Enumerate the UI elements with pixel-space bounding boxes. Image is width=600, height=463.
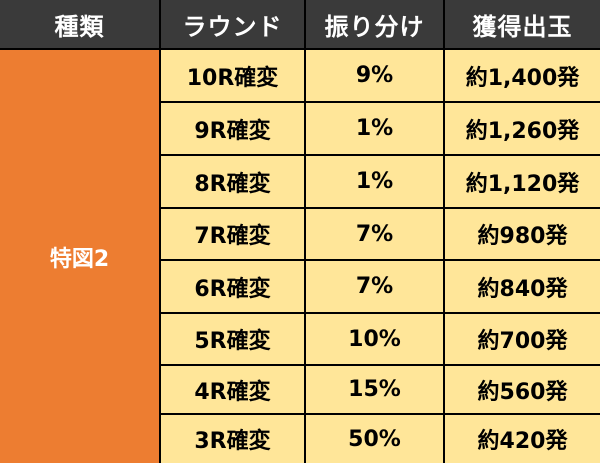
table-cell-ratio: 10% bbox=[306, 314, 443, 364]
header-type: 種類 bbox=[0, 0, 159, 48]
table-cell-payout: 約1,120発 bbox=[445, 156, 600, 207]
table-cell-payout: 約840発 bbox=[445, 261, 600, 312]
table-cell-round: 10R確変 bbox=[161, 50, 304, 101]
table-cell-payout: 約1,400発 bbox=[445, 50, 600, 101]
table-cell-ratio: 1% bbox=[306, 156, 443, 207]
table-cell-round: 3R確変 bbox=[161, 415, 304, 463]
header-payout: 獲得出玉 bbox=[445, 0, 600, 48]
table-cell-round: 9R確変 bbox=[161, 103, 304, 154]
table-cell-ratio: 7% bbox=[306, 261, 443, 312]
table-cell-payout: 約980発 bbox=[445, 209, 600, 259]
header-round: ラウンド bbox=[161, 0, 304, 48]
table-cell-ratio: 50% bbox=[306, 415, 443, 463]
type-cell: 特図2 bbox=[0, 50, 159, 463]
table-cell-ratio: 1% bbox=[306, 103, 443, 154]
table-cell-ratio: 9% bbox=[306, 50, 443, 101]
table-cell-payout: 約700発 bbox=[445, 314, 600, 364]
table-cell-round: 4R確変 bbox=[161, 366, 304, 413]
table-cell-round: 7R確変 bbox=[161, 209, 304, 259]
table-cell-round: 6R確変 bbox=[161, 261, 304, 312]
header-ratio: 振り分け bbox=[306, 0, 443, 48]
table-cell-ratio: 7% bbox=[306, 209, 443, 259]
table-cell-payout: 約1,260発 bbox=[445, 103, 600, 154]
table-cell-payout: 約420発 bbox=[445, 415, 600, 463]
table-cell-round: 8R確変 bbox=[161, 156, 304, 207]
table-cell-round: 5R確変 bbox=[161, 314, 304, 364]
table-cell-payout: 約560発 bbox=[445, 366, 600, 413]
table-cell-ratio: 15% bbox=[306, 366, 443, 413]
